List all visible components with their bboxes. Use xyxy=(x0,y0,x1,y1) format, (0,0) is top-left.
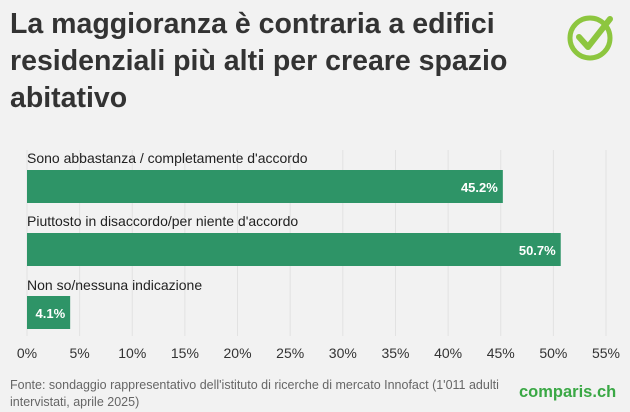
x-tick-label: 15% xyxy=(171,345,199,361)
x-tick-label: 5% xyxy=(70,345,90,361)
x-tick-label: 50% xyxy=(539,345,567,361)
category-label: Non so/nessuna indicazione xyxy=(27,277,202,293)
x-tick-label: 25% xyxy=(276,345,304,361)
x-tick-label: 20% xyxy=(224,345,252,361)
category-label: Sono abbastanza / completamente d'accord… xyxy=(27,150,308,166)
source-note: Fonte: sondaggio rappresentativo dell'is… xyxy=(10,378,499,409)
chart-title: La maggioranza è contraria a edifici res… xyxy=(10,8,508,114)
x-tick-label: 30% xyxy=(329,345,357,361)
x-tick-label: 35% xyxy=(381,345,409,361)
bar-value-label: 4.1% xyxy=(36,306,66,321)
bar xyxy=(27,170,503,203)
x-tick-label: 10% xyxy=(118,345,146,361)
bar-chart: Sono abbastanza / completamente d'accord… xyxy=(17,150,620,361)
x-tick-label: 55% xyxy=(592,345,620,361)
bar-value-label: 45.2% xyxy=(461,180,498,195)
check-mark-circle-icon xyxy=(567,15,613,61)
bar xyxy=(27,233,561,266)
x-tick-label: 40% xyxy=(434,345,462,361)
category-label: Piuttosto in disaccordo/per niente d'acc… xyxy=(27,213,298,229)
x-tick-label: 0% xyxy=(17,345,37,361)
bar xyxy=(27,296,71,329)
x-tick-label: 45% xyxy=(487,345,515,361)
bar-value-label: 50.7% xyxy=(519,243,556,258)
brand-logo-text: comparis.ch xyxy=(519,383,617,401)
